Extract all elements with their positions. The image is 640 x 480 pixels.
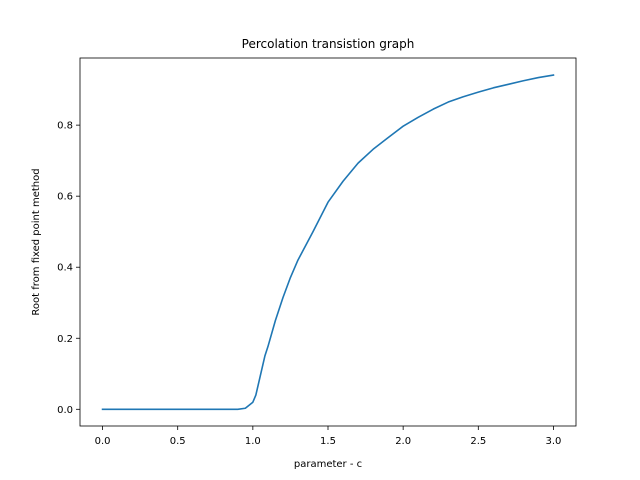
y-tick-label: 0.6 <box>57 192 73 203</box>
x-tick-label: 1.5 <box>320 436 336 447</box>
y-tick-label: 0.4 <box>57 263 73 274</box>
y-axis-title: Root from fixed point method <box>31 168 42 315</box>
x-tick-label: 2.5 <box>470 436 486 447</box>
x-tick-label: 2.0 <box>395 436 411 447</box>
y-axis: 0.0 0.2 0.4 0.6 0.8 <box>57 121 80 416</box>
x-tick-label: 1.0 <box>245 436 261 447</box>
x-tick-label: 0.0 <box>95 436 111 447</box>
series-line <box>101 74 555 411</box>
y-tick-label: 0.8 <box>57 121 73 132</box>
x-axis-title: parameter - c <box>294 459 362 470</box>
y-tick-label: 0.0 <box>57 405 73 416</box>
plot-area <box>101 74 555 411</box>
chart-title: Percolation transistion graph <box>242 37 415 51</box>
x-tick-label: 0.5 <box>170 436 186 447</box>
x-tick-label: 3.0 <box>546 436 562 447</box>
y-tick-label: 0.2 <box>57 334 73 345</box>
x-axis: 0.0 0.5 1.0 1.5 2.0 2.5 3.0 <box>95 426 562 447</box>
